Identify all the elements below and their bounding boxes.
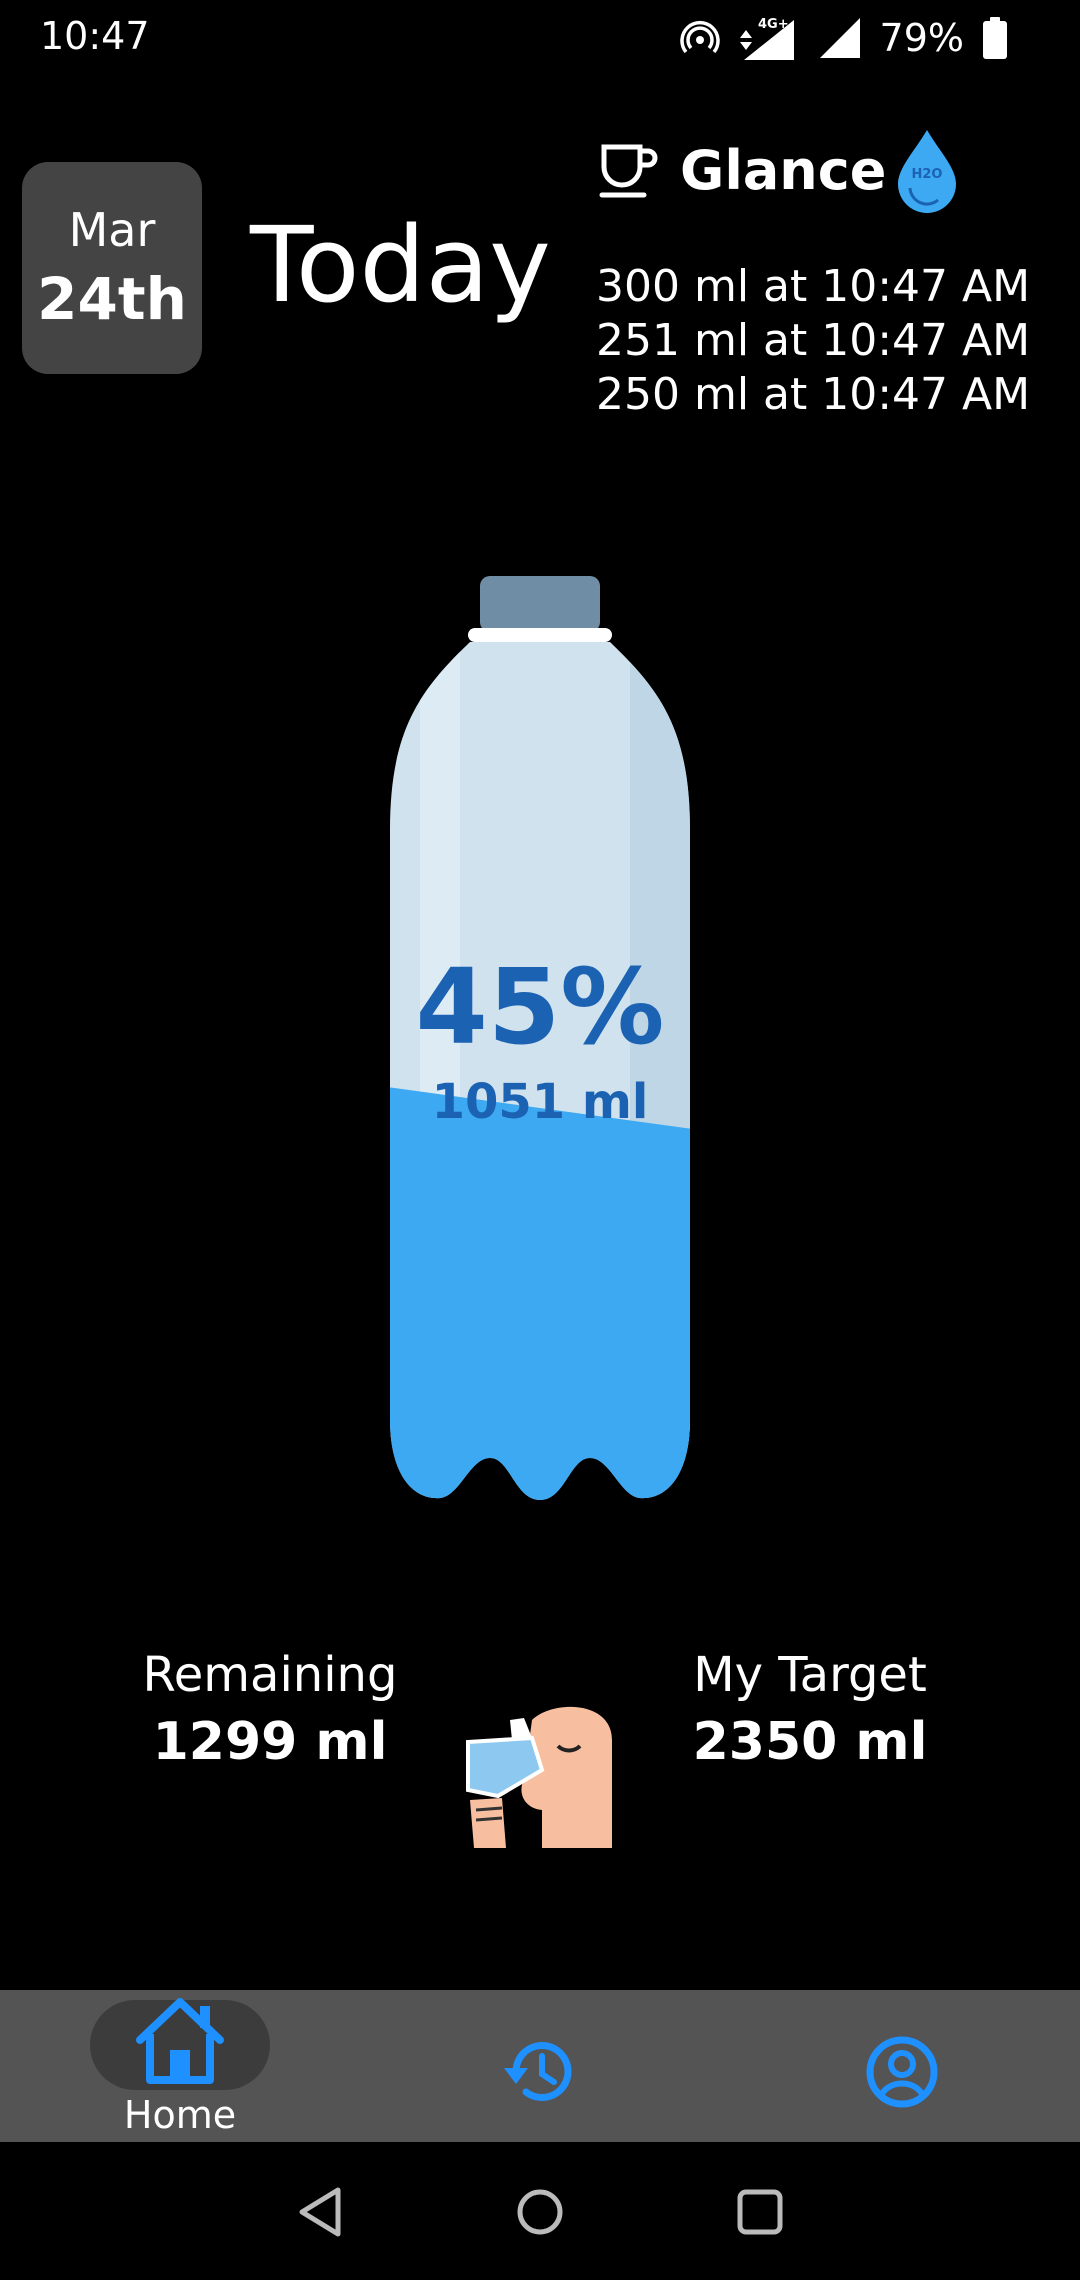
bottle-cap (480, 576, 600, 632)
glance-list: 300 ml at 10:47 AM 251 ml at 10:47 AM 25… (596, 260, 1030, 422)
system-back-icon[interactable] (296, 2186, 344, 2238)
water-bottle (390, 576, 690, 1500)
system-home-icon[interactable] (516, 2186, 564, 2238)
drop-label: H2O (912, 167, 943, 182)
glance-entry: 251 ml at 10:47 AM (596, 315, 1031, 366)
person-drinking-icon (466, 1706, 612, 1848)
glance-header: Glance (596, 134, 886, 206)
battery-icon (983, 17, 1007, 59)
water-drop-icon: H2O (898, 130, 956, 213)
page-title: Today (250, 204, 551, 326)
date-day: 24th (37, 265, 187, 333)
nav-home-label[interactable]: Home (123, 2093, 237, 2137)
system-recents-icon[interactable] (736, 2188, 784, 2236)
date-month: Mar (68, 203, 156, 257)
glance-entry: 250 ml at 10:47 AM (596, 369, 1031, 420)
remaining-value: 1299 ml (152, 1712, 388, 1772)
signal-icon (819, 18, 860, 58)
network-label: 4G+ (758, 17, 789, 32)
profile-icon[interactable] (864, 2034, 940, 2110)
bottle-ring (468, 628, 612, 642)
home-icon[interactable] (130, 1994, 230, 2086)
cup-icon (599, 144, 658, 198)
glance-entry: 300 ml at 10:47 AM (596, 261, 1031, 312)
battery-percentage: 79% (879, 16, 964, 60)
hotspot-icon (679, 21, 720, 54)
progress-percent: 45% (415, 946, 665, 1068)
status-icons: 4G+ 79% (679, 10, 1008, 66)
status-time: 10:47 (40, 14, 150, 58)
signal-4g-icon: 4G+ (739, 17, 794, 60)
remaining-label: Remaining (142, 1647, 398, 1703)
water-fill (390, 1086, 690, 1500)
target-value: 2350 ml (692, 1712, 928, 1772)
glance-title: Glance (680, 138, 887, 202)
target-label: My Target (693, 1647, 927, 1703)
date-card: Mar 24th (22, 162, 202, 374)
progress-amount: 1051 ml (431, 1074, 649, 1130)
history-icon[interactable] (502, 2034, 578, 2110)
